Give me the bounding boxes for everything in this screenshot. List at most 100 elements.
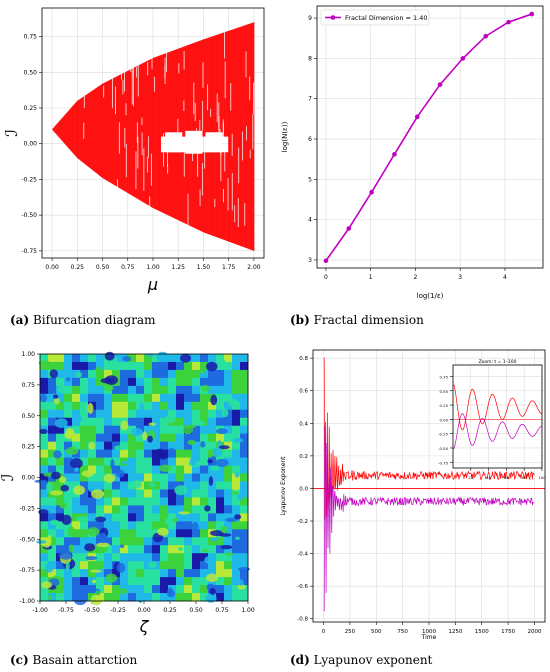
basin-cell xyxy=(168,409,177,419)
basin-cell xyxy=(128,473,137,482)
basin-cell xyxy=(56,441,65,450)
inset: 20 40 60 80 100 -0.75 -0.50 -0.25 0.00 0.25 0.50 0.… xyxy=(438,359,546,480)
basin-cell xyxy=(104,401,113,411)
x-tick-label: 250 xyxy=(345,629,356,635)
basin-cell xyxy=(160,497,169,506)
basin-cell xyxy=(224,521,233,530)
basin-cell xyxy=(216,393,225,403)
basin-cell xyxy=(192,529,201,538)
basin-cell xyxy=(192,473,201,482)
basin-blob xyxy=(103,473,116,483)
basin-cell xyxy=(168,497,177,506)
basin-cell xyxy=(160,417,169,427)
basin-cell xyxy=(112,401,121,411)
basin-blob xyxy=(178,511,191,515)
x-tick-label: 0.50 xyxy=(189,607,203,614)
basin-blob xyxy=(64,431,76,440)
basin-cell xyxy=(216,385,225,395)
basin-cell xyxy=(184,417,193,427)
basin-cell xyxy=(216,497,225,506)
bifurcation-points xyxy=(52,22,255,251)
basin-cell xyxy=(152,385,161,395)
basin-cell xyxy=(112,385,121,395)
basin-cell xyxy=(40,385,49,395)
x-tick-label: 0.75 xyxy=(215,607,229,614)
basin-blob xyxy=(70,458,83,469)
basin-cell xyxy=(192,425,201,434)
bifurcation-gap xyxy=(97,173,99,215)
basin-cell xyxy=(160,545,169,554)
inset-background xyxy=(453,365,542,468)
basin-cell xyxy=(112,537,121,546)
basin-blob xyxy=(158,464,172,473)
basin-cell xyxy=(224,354,233,363)
basin-cell xyxy=(128,377,137,387)
basin-cell xyxy=(144,354,153,363)
basin-cell xyxy=(40,497,49,506)
basin-cell xyxy=(120,393,129,403)
basin-cell xyxy=(240,417,249,427)
basin-blob xyxy=(96,545,109,553)
y-tick-label: -0.25 xyxy=(438,432,448,437)
fractal-dimension-chart: 0 1 2 3 4 3 4 5 6 7 8 9 Fractal Dimension ≈ 1.40 log(… xyxy=(281,5,544,300)
basin-cell xyxy=(120,449,129,458)
basin-cell xyxy=(136,561,145,570)
basin-cell xyxy=(152,577,161,586)
basin-cell xyxy=(120,593,129,602)
basin-cell xyxy=(176,377,185,387)
bifurcation-gap xyxy=(124,127,126,148)
bifurcation-gap xyxy=(154,76,155,92)
basin-cell xyxy=(80,393,89,403)
basin-cell xyxy=(136,393,145,403)
bifurcation-gap xyxy=(131,67,133,105)
basin-cell xyxy=(104,553,113,562)
bifurcation-gap xyxy=(242,131,243,161)
basin-cell xyxy=(64,489,73,498)
basin-cell xyxy=(200,425,209,434)
basin-blob xyxy=(91,489,105,499)
basin-cell xyxy=(200,457,209,466)
basin-cell xyxy=(48,441,57,450)
basin-cell xyxy=(192,497,201,506)
basin-cell xyxy=(40,577,49,586)
basin-cell xyxy=(64,377,73,387)
basin-cell xyxy=(128,385,137,395)
basin-cell xyxy=(40,585,49,594)
basin-cell xyxy=(144,441,153,450)
basin-cell xyxy=(192,481,201,490)
bifurcation-gap xyxy=(137,136,139,169)
basin-cell xyxy=(176,497,185,506)
basin-cell xyxy=(40,417,49,427)
basin-cell xyxy=(120,545,129,554)
basin-cell xyxy=(152,481,161,490)
basin-cell xyxy=(224,553,233,562)
basin-cell xyxy=(136,457,145,466)
basin-cell xyxy=(168,473,177,482)
y-axis-label: Lyapunov Exponent xyxy=(280,456,287,516)
basin-cell xyxy=(240,569,249,578)
basin-cell xyxy=(160,569,169,578)
axes-frame xyxy=(452,364,543,469)
basin-cell xyxy=(72,545,81,554)
basin-cell xyxy=(136,529,145,538)
basin-cell xyxy=(128,417,137,427)
basin-cell xyxy=(184,457,193,466)
basin-cell xyxy=(144,513,153,522)
basin-cell xyxy=(120,497,129,506)
basin-cell xyxy=(224,481,233,490)
x-tick-label: 100 xyxy=(538,475,546,480)
basin-cell xyxy=(80,529,89,538)
basin-cell xyxy=(216,593,225,602)
basin-cell xyxy=(56,481,65,490)
basin-cell xyxy=(216,369,225,379)
basin-cell xyxy=(120,529,129,538)
basin-cell xyxy=(96,441,105,450)
x-tick-label: -0.25 xyxy=(110,607,126,614)
basin-blob xyxy=(200,385,210,392)
basin-cell xyxy=(88,497,97,506)
y-tick-label: 9 xyxy=(308,15,312,22)
y-tick-label: 0.75 xyxy=(440,374,449,379)
basin-cell xyxy=(192,393,201,403)
basin-blob xyxy=(59,502,68,509)
basin-cell xyxy=(88,409,97,419)
